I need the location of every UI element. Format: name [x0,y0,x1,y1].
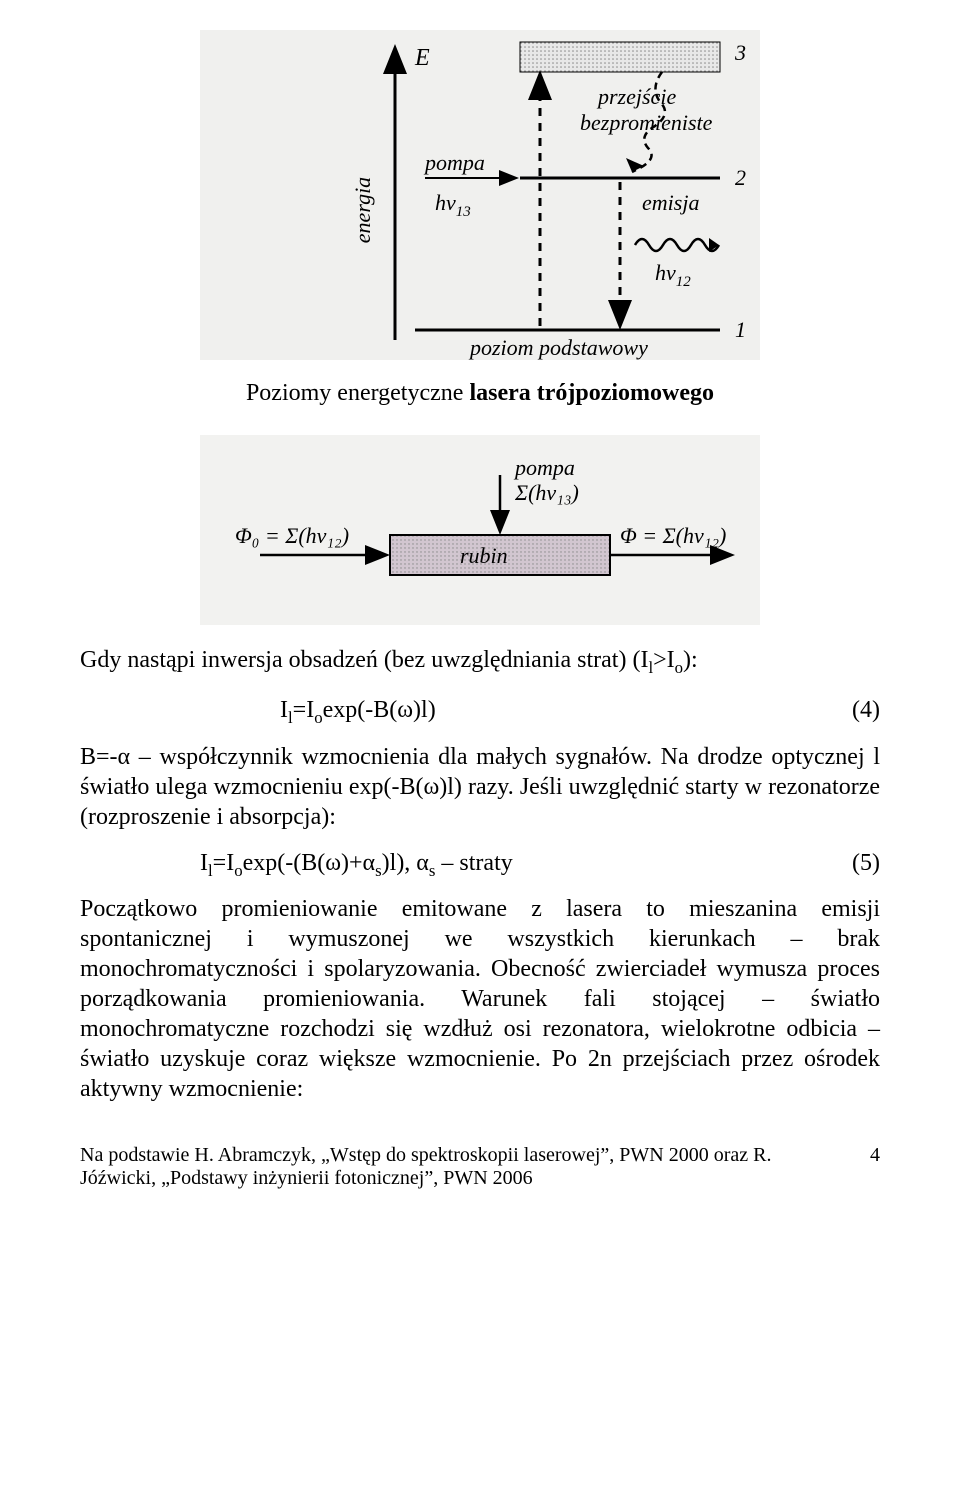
E-label: E [414,45,430,71]
para1: Gdy nastąpi inwersja obsadzeń (bez uwzgl… [80,645,880,679]
para3: Początkowo promieniowanie emitowane z la… [80,894,880,1104]
ground-label: poziom podstawowy [468,335,648,360]
y-axis-label: energia [350,177,375,243]
level1-number: 1 [735,317,746,342]
pompa2-label: pompa [513,455,575,480]
emisja-label: emisja [642,190,699,215]
equation-5: Il=Ioexp(-(B(ω)+αs)l), αs – straty (5) [80,850,880,881]
nonrad-label1: przejście [596,84,676,109]
pompa-label: pompa [423,150,485,175]
footer: Na podstawie H. Abramczyk, „Wstęp do spe… [80,1144,880,1190]
nonrad-label2: bezpromieniste [580,110,713,135]
footer-source: Na podstawie H. Abramczyk, „Wstęp do spe… [80,1144,850,1190]
figure-amplifier-block: pompa Σ(hν₁₃) rubin Φ₀ = Σ(hν₁₂) Φ = Σ(h… [80,435,880,625]
figure-energy-levels: energia E 3 2 1 poziom podstawowy pompa … [80,30,880,360]
phi-label: Φ = Σ(hν₁₂) [620,523,726,548]
level3-number: 3 [734,40,746,65]
footer-page-number: 4 [850,1144,880,1190]
phi0-label: Φ₀ = Σ(hν₁₂) [235,523,349,548]
figure1-caption: Poziomy energetyczne lasera trójpoziomow… [80,380,880,407]
level2-number: 2 [735,165,746,190]
para2: B=-α – współczynnik wzmocnienia dla mały… [80,742,880,832]
rubin-label: rubin [460,543,508,568]
equation-4: Il=Ioexp(-B(ω)l) (4) [80,697,880,728]
sigma-hv13: Σ(hν₁₃) [514,480,579,505]
